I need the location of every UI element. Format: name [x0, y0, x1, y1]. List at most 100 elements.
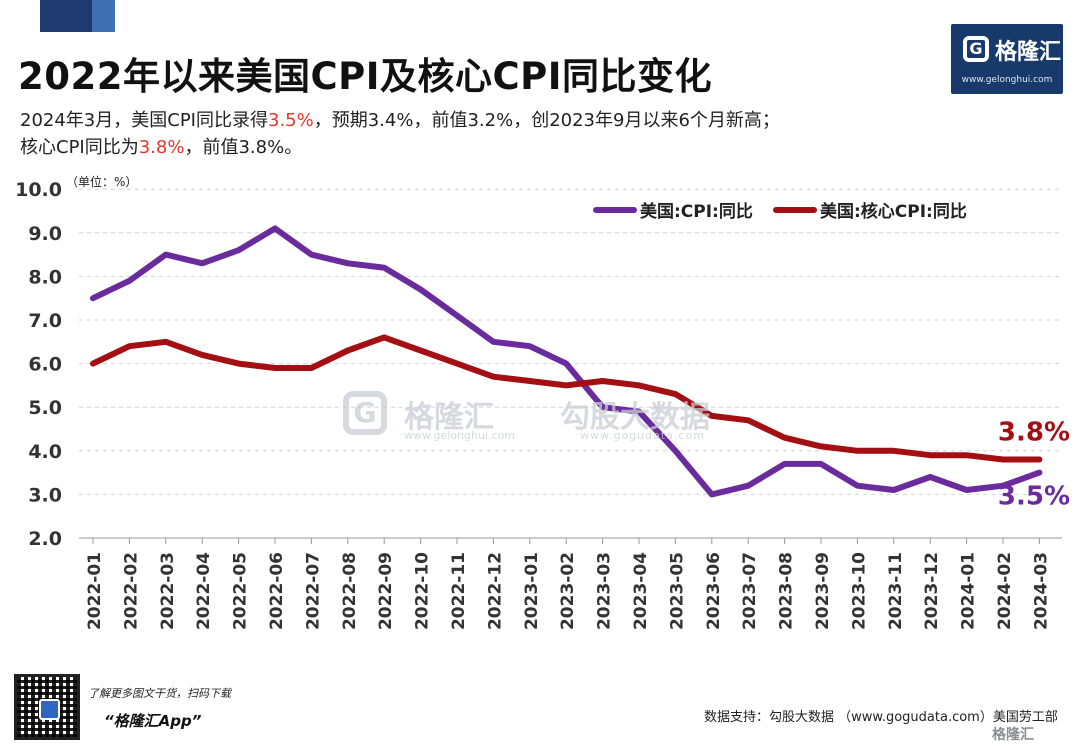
end-label-core-cpi: 3.8% — [998, 418, 1070, 448]
data-point — [90, 361, 96, 366]
data-point — [163, 252, 168, 257]
data-point — [636, 383, 642, 388]
end-label-cpi: 3.5% — [998, 482, 1070, 512]
data-point — [746, 483, 751, 488]
data-point — [564, 383, 569, 388]
series-lines: 3.5% 3.8% — [90, 225, 1070, 512]
data-point — [564, 361, 569, 366]
y-tick-label: 6.0 — [28, 354, 62, 376]
data-point — [345, 261, 350, 266]
x-tick-label: 2022-05 — [231, 552, 251, 630]
download-promo-text: 了解更多图文干货，扫码下载 — [88, 687, 231, 700]
unit-label: （单位：%） — [66, 174, 137, 189]
watermark-brand-1: 格隆汇 — [404, 400, 494, 435]
subtitle-line-2-a: 核心CPI同比为 — [20, 137, 139, 158]
x-tick-label: 2023-11 — [886, 552, 906, 630]
legend-label-core-cpi: 美国:核心CPI:同比 — [820, 201, 967, 222]
logo-url: www.gelonghui.com — [961, 75, 1053, 85]
subtitle-line-1-b: ，预期3.4%，前值3.2%，创2023年9月以来6个月新高； — [313, 110, 780, 131]
corner-accent-block — [40, 0, 115, 32]
subtitle-core-highlight: 3.8% — [138, 137, 185, 158]
x-tick-label: 2023-12 — [922, 552, 942, 630]
legend: 美国:CPI:同比 美国:核心CPI:同比 — [593, 201, 967, 222]
watermark-g-icon: G — [343, 391, 387, 435]
data-point — [1037, 470, 1042, 475]
data-point — [891, 448, 896, 453]
subtitle-line-2: 核心CPI同比为3.8%，前值3.8%。 — [20, 133, 302, 159]
watermark-brand-2: 勾股大数据 — [560, 400, 710, 435]
data-point — [782, 461, 787, 467]
x-tick-label: 2023-04 — [631, 552, 651, 630]
data-point — [200, 352, 205, 358]
qr-logo-icon — [39, 699, 60, 720]
x-tick-label: 2022-04 — [194, 552, 214, 630]
app-name: “格隆汇App” — [104, 712, 202, 730]
data-point — [964, 452, 969, 458]
data-point — [127, 343, 132, 349]
y-tick-label: 9.0 — [28, 223, 62, 245]
y-tick-label: 10.0 — [15, 179, 62, 201]
grid-lines — [79, 188, 1062, 495]
data-point — [600, 405, 605, 410]
watermark-url-1: www.gelonghui.com — [404, 429, 515, 442]
logo-g-icon: G — [963, 36, 989, 62]
data-point — [1037, 457, 1042, 462]
data-point — [345, 348, 350, 353]
data-point — [964, 487, 969, 493]
data-point — [309, 365, 314, 371]
data-point — [382, 335, 387, 340]
data-point — [200, 261, 205, 266]
subtitle-cpi-highlight: 3.5% — [268, 110, 314, 131]
data-point — [527, 378, 532, 384]
data-point — [272, 365, 278, 371]
x-tick-label: 2022-01 — [85, 552, 105, 630]
data-point — [272, 226, 278, 231]
data-point — [600, 378, 605, 384]
data-point — [818, 461, 824, 467]
data-point — [418, 287, 423, 292]
data-point — [855, 448, 860, 453]
data-point — [673, 448, 678, 453]
x-tick-label: 2024-01 — [959, 552, 979, 630]
data-source: 数据支持：勾股大数据 （www.gogudata.com）美国劳工部 — [704, 710, 1058, 725]
data-point — [818, 444, 824, 449]
x-tick-label: 2022-06 — [267, 552, 287, 630]
data-point — [1000, 483, 1006, 488]
data-point — [127, 278, 132, 283]
data-point — [90, 296, 96, 301]
x-tick-label: 2022-08 — [340, 552, 360, 630]
data-point — [491, 374, 496, 379]
gelonghui-logo: G 格隆汇 www.gelonghui.com — [951, 24, 1063, 94]
x-tick-label: 2024-03 — [1031, 552, 1051, 630]
data-point — [236, 361, 241, 366]
x-tick-label: 2022-09 — [376, 552, 396, 630]
data-point — [527, 343, 532, 349]
data-point — [491, 339, 496, 344]
data-point — [454, 361, 460, 366]
y-tick-label: 5.0 — [28, 397, 62, 419]
data-point — [236, 248, 241, 253]
x-tick-label: 2023-03 — [595, 552, 615, 630]
x-tick-label: 2022-02 — [121, 552, 141, 630]
data-point — [636, 409, 642, 414]
y-tick-label: 2.0 — [28, 528, 62, 550]
data-point — [928, 474, 933, 480]
data-point — [782, 435, 787, 440]
data-point — [709, 413, 714, 419]
x-tick-label: 2022-12 — [485, 552, 505, 630]
x-tick-label: 2022-07 — [303, 552, 323, 630]
data-point — [454, 313, 460, 318]
x-tick-label: 2022-03 — [158, 552, 178, 630]
x-axis: 2022-01 2022-02 2022-03 2022-04 2022-05 2022-… — [79, 537, 1062, 630]
x-tick-label: 2023-01 — [522, 552, 542, 630]
subtitle-line-1: 2024年3月，美国CPI同比录得3.5%，预期3.4%，前值3.2%，创202… — [20, 106, 780, 132]
x-tick-label: 2023-05 — [667, 552, 687, 630]
data-point — [1000, 457, 1006, 462]
data-point — [746, 418, 751, 423]
x-tick-label: 2023-02 — [558, 552, 578, 630]
subtitle-line-2-b: ，前值3.8%。 — [184, 137, 303, 158]
y-tick-label: 8.0 — [28, 266, 62, 288]
data-point — [309, 252, 314, 257]
data-point — [673, 391, 678, 397]
